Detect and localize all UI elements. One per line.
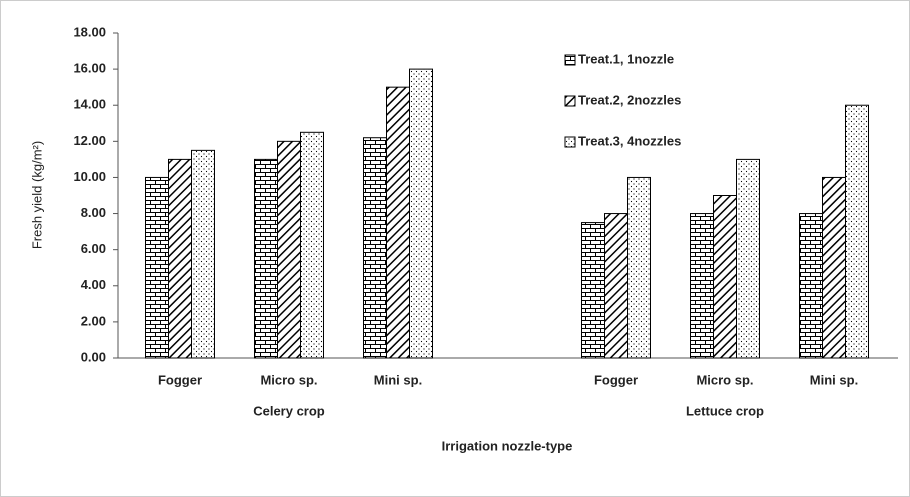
x-axis-title: Irrigation nozzle-type	[442, 438, 573, 453]
x-tick-label: Micro sp.	[260, 372, 317, 387]
bar	[581, 222, 605, 359]
y-tick-label: 0.00	[81, 349, 106, 364]
bar	[300, 131, 324, 359]
bar	[277, 140, 301, 359]
legend-swatch	[564, 54, 576, 66]
y-tick-label: 6.00	[81, 241, 106, 256]
legend-label: Treat.3, 4nozzles	[578, 133, 681, 148]
bar	[799, 213, 823, 359]
y-tick-label: 12.00	[73, 133, 106, 148]
legend-swatch	[564, 95, 576, 107]
legend-swatch	[564, 136, 576, 148]
y-tick-label: 18.00	[73, 24, 106, 39]
y-tick-label: 4.00	[81, 277, 106, 292]
bar	[386, 86, 410, 359]
bar	[604, 213, 628, 359]
x-tick-label: Mini sp.	[374, 372, 422, 387]
x-tick-label: Fogger	[158, 372, 202, 387]
y-tick-label: 14.00	[73, 97, 106, 112]
bar	[736, 158, 760, 359]
y-tick-label: 16.00	[73, 61, 106, 76]
legend-label: Treat.2, 2nozzles	[578, 92, 681, 107]
bar	[168, 158, 192, 359]
x-tick-label: Micro sp.	[696, 372, 753, 387]
bar	[191, 149, 215, 359]
bar	[409, 68, 433, 359]
bar	[145, 176, 169, 359]
y-tick-label: 2.00	[81, 313, 106, 328]
bar	[690, 213, 714, 359]
bar	[254, 158, 278, 359]
bar	[363, 137, 387, 359]
bar	[822, 176, 846, 359]
bar	[845, 104, 869, 359]
x-tick-label: Fogger	[594, 372, 638, 387]
legend-label: Treat.1, 1nozzle	[578, 51, 674, 66]
y-tick-label: 10.00	[73, 169, 106, 184]
y-tick-label: 8.00	[81, 205, 106, 220]
bar	[713, 195, 737, 359]
bar	[627, 176, 651, 359]
group-label: Lettuce crop	[686, 403, 764, 418]
x-tick-label: Mini sp.	[810, 372, 858, 387]
y-axis-title: Fresh yield (kg/m²)	[29, 141, 44, 249]
group-label: Celery crop	[253, 403, 325, 418]
